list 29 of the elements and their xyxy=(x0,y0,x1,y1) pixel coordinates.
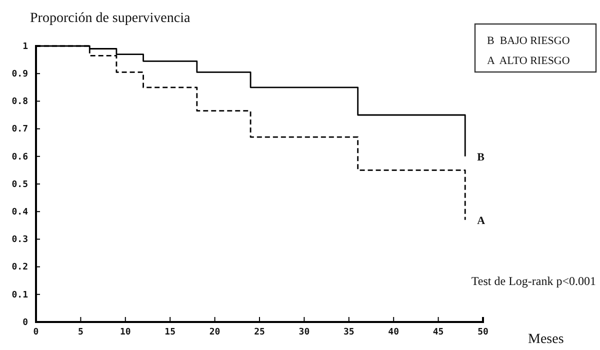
x-tick-label: 15 xyxy=(164,327,176,338)
y-tick-label: 0.4 xyxy=(12,207,29,218)
y-tick-label: 1 xyxy=(22,42,28,52)
y-tick-label: 0.8 xyxy=(12,97,28,108)
y-tick-label: 0.3 xyxy=(12,235,28,246)
series-label: B xyxy=(477,151,486,164)
x-tick-label: 35 xyxy=(343,327,354,338)
y-tick-label: 0.7 xyxy=(12,124,28,135)
y-tick-label: 0.5 xyxy=(12,180,28,190)
x-tick-label: 45 xyxy=(432,327,444,338)
x-tick-label: 25 xyxy=(254,327,265,338)
x-tick-label: 5 xyxy=(78,327,84,338)
x-tick-label: 30 xyxy=(298,327,310,338)
y-tick-label: 0.2 xyxy=(12,262,28,273)
y-tick-label: 0.9 xyxy=(12,69,28,80)
x-tick-label: 10 xyxy=(120,327,131,338)
x-tick-label: 40 xyxy=(388,327,400,338)
annotation: Test de Log-rank p<0.001 xyxy=(471,274,596,288)
y-tick-label: 0.6 xyxy=(12,152,28,162)
y-axis-title: Proporción de supervivencia xyxy=(30,11,191,26)
text: A ALTO RIESGO xyxy=(487,55,570,67)
x-axis-title: Meses xyxy=(528,332,564,347)
text: B BAJO RIESGO xyxy=(487,35,570,47)
y-tick-label: 0.1 xyxy=(12,290,28,300)
x-tick-label: 50 xyxy=(478,327,488,338)
y-tick-label: 0 xyxy=(22,318,28,328)
series-label: A xyxy=(477,214,486,227)
x-tick-label: 0 xyxy=(33,327,39,338)
x-tick-label: 20 xyxy=(209,327,220,338)
